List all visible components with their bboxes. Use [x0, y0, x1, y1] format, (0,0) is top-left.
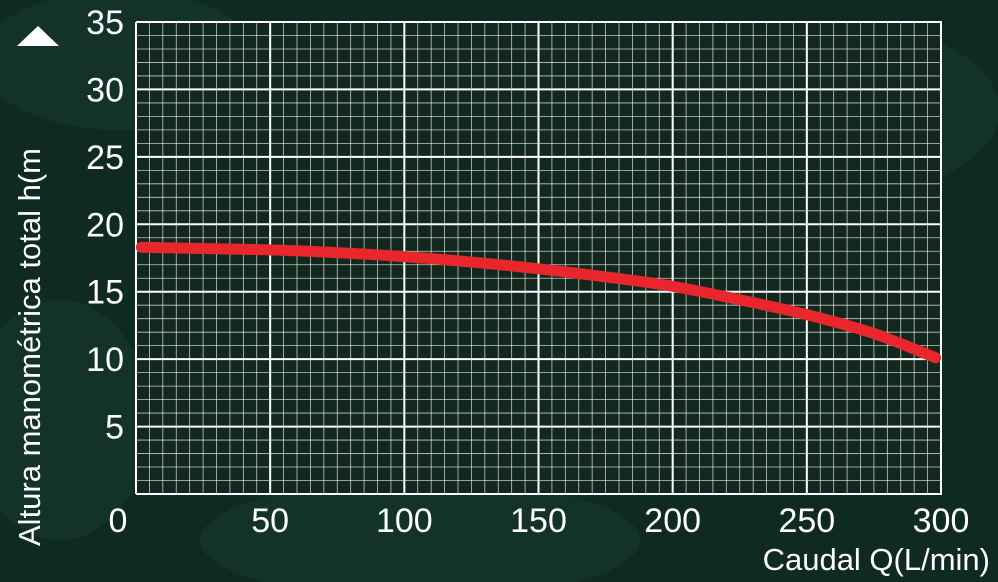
- x-tick-label: 250: [778, 502, 835, 540]
- grid: [135, 21, 942, 495]
- series-line: [135, 241, 942, 364]
- y-tick-label: 15: [86, 274, 124, 312]
- y-tick-label: 25: [86, 139, 124, 177]
- y-tick-label: 5: [105, 409, 124, 447]
- y-axis-arrow-icon: [17, 26, 59, 46]
- y-tick-label: 35: [86, 4, 124, 42]
- y-tick-label: 10: [86, 341, 124, 379]
- series-group: [135, 241, 942, 364]
- y-axis-ticks: 5 10 15 20 25 30 35: [86, 4, 124, 447]
- x-tick-label: 300: [913, 502, 970, 540]
- x-tick-label: 0: [109, 502, 128, 540]
- x-tick-label: 100: [376, 502, 433, 540]
- y-tick-label: 20: [86, 206, 124, 244]
- y-tick-label: 30: [86, 71, 124, 109]
- x-axis-title: Caudal Q(L/min): [763, 542, 990, 577]
- x-tick-label: 200: [644, 502, 701, 540]
- x-axis-ticks: 0 50 100 150 200 250 300: [109, 502, 970, 540]
- x-tick-label: 150: [510, 502, 567, 540]
- y-axis-title: Altura manométrica total h(m: [12, 148, 47, 546]
- x-tick-label: 50: [251, 502, 289, 540]
